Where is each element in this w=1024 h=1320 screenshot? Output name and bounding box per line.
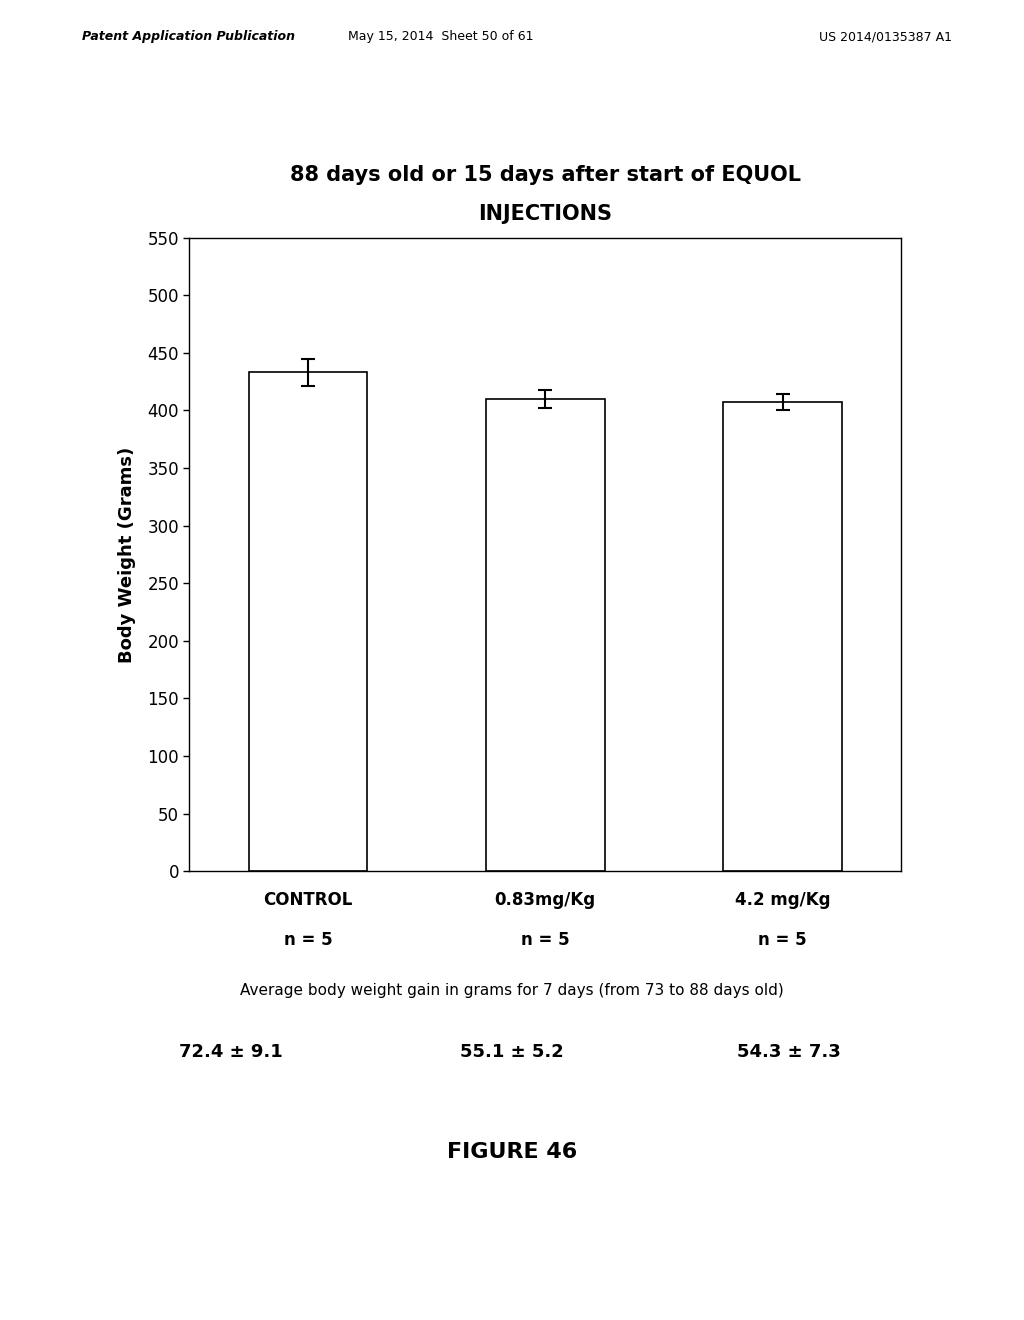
Bar	[486, 399, 604, 871]
Text: 4.2 mg/Kg: 4.2 mg/Kg	[735, 891, 830, 909]
Text: n = 5: n = 5	[521, 931, 569, 949]
Text: Average body weight gain in grams for 7 days (from 73 to 88 days old): Average body weight gain in grams for 7 …	[240, 983, 784, 998]
Text: US 2014/0135387 A1: US 2014/0135387 A1	[819, 30, 952, 44]
Text: n = 5: n = 5	[758, 931, 807, 949]
Text: 55.1 ± 5.2: 55.1 ± 5.2	[460, 1043, 564, 1061]
Text: 54.3 ± 7.3: 54.3 ± 7.3	[736, 1043, 841, 1061]
Text: FIGURE 46: FIGURE 46	[446, 1142, 578, 1162]
Y-axis label: Body Weight (Grams): Body Weight (Grams)	[119, 446, 136, 663]
Text: n = 5: n = 5	[284, 931, 333, 949]
Text: CONTROL: CONTROL	[263, 891, 352, 909]
Bar	[249, 372, 368, 871]
Text: 72.4 ± 9.1: 72.4 ± 9.1	[178, 1043, 283, 1061]
Bar	[723, 403, 842, 871]
Text: 88 days old or 15 days after start of EQUOL: 88 days old or 15 days after start of EQ…	[290, 165, 801, 185]
Text: 0.83mg/Kg: 0.83mg/Kg	[495, 891, 596, 909]
Text: May 15, 2014  Sheet 50 of 61: May 15, 2014 Sheet 50 of 61	[347, 30, 534, 44]
Text: INJECTIONS: INJECTIONS	[478, 205, 612, 224]
Text: Patent Application Publication: Patent Application Publication	[82, 30, 295, 44]
